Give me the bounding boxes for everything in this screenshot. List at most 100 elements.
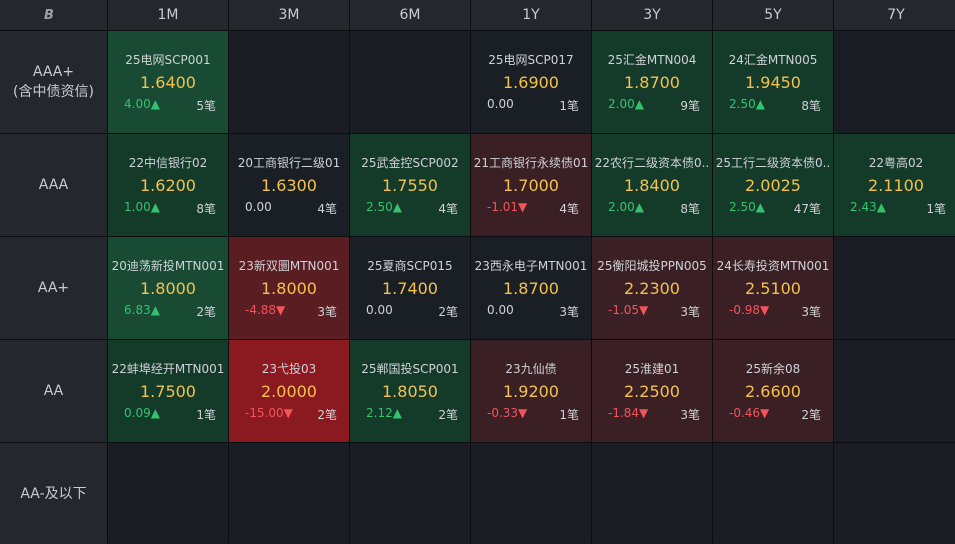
trade-count: 2笔	[438, 305, 458, 319]
trade-count: 8笔	[196, 202, 216, 216]
empty-cell	[834, 31, 955, 133]
bond-cell[interactable]: 25淮建01 2.2500 -1.84▼ 3笔	[592, 340, 712, 442]
bond-cell[interactable]: 25衡阳城投PPN005 2.2300 -1.05▼ 3笔	[592, 237, 712, 339]
bond-cell[interactable]: 24长寿投资MTN001 2.5100 -0.98▼ 3笔	[713, 237, 833, 339]
yield-change: 0.09▲	[124, 406, 160, 420]
bond-cell[interactable]: 22粤高02 2.1100 2.43▲ 1笔	[834, 134, 955, 236]
bond-name: 25衡阳城投PPN005	[597, 259, 707, 273]
bond-name: 22农行二级资本债0..	[594, 156, 710, 170]
trade-count: 2笔	[801, 408, 821, 422]
bond-name: 24长寿投资MTN001	[716, 259, 830, 273]
trade-count: 3笔	[680, 305, 700, 319]
bond-yield: 1.6400	[140, 73, 196, 92]
yield-change: 2.12▲	[366, 406, 402, 420]
bond-yield: 1.8050	[382, 382, 438, 401]
empty-cell	[350, 443, 470, 544]
tenor-header-3y[interactable]: 3Y	[592, 0, 712, 30]
yield-change: -1.84▼	[608, 406, 649, 420]
rating-label-line2: (含中债资信)	[13, 84, 94, 100]
bond-cell[interactable]: 24汇金MTN005 1.9450 2.50▲ 8笔	[713, 31, 833, 133]
yield-change: 4.00▲	[124, 97, 160, 111]
bond-cell[interactable]: 21工商银行永续债01 1.7000 -1.01▼ 4笔	[471, 134, 591, 236]
bond-yield: 1.6900	[503, 73, 559, 92]
bond-cell[interactable]: 23西永电子MTN001 1.8700 0.00 3笔	[471, 237, 591, 339]
bond-name: 22蚌埠经开MTN001	[111, 362, 225, 376]
bond-cell[interactable]: 25电网SCP017 1.6900 0.00 1笔	[471, 31, 591, 133]
bond-yield: 2.0025	[745, 176, 801, 195]
rating-label-line1: AAA+	[32, 64, 75, 80]
bond-cell[interactable]: 25汇金MTN004 1.8700 2.00▲ 9笔	[592, 31, 712, 133]
bond-yield: 2.6600	[745, 382, 801, 401]
bond-cell[interactable]: 22中信银行02 1.6200 1.00▲ 8笔	[108, 134, 228, 236]
bond-cell[interactable]: 22蚌埠经开MTN001 1.7500 0.09▲ 1笔	[108, 340, 228, 442]
bond-name: 23弋投03	[261, 362, 317, 376]
corner-cell: B	[0, 0, 107, 30]
bond-name: 25工行二级资本债0..	[715, 156, 831, 170]
rating-label-line1: AA+	[37, 280, 70, 296]
bond-cell[interactable]: 22农行二级资本债0.. 1.8400 2.00▲ 8笔	[592, 134, 712, 236]
bond-cell[interactable]: 23弋投03 2.0000 -15.00▼ 2笔	[229, 340, 349, 442]
yield-change: -0.46▼	[729, 406, 770, 420]
bond-yield: 1.7550	[382, 176, 438, 195]
bond-yield: 2.1100	[868, 176, 924, 195]
bond-yield: 1.7500	[140, 382, 196, 401]
trade-count: 4笔	[317, 202, 337, 216]
bond-yield: 1.9450	[745, 73, 801, 92]
trade-count: 1笔	[196, 408, 216, 422]
empty-cell	[350, 31, 470, 133]
bond-cell[interactable]: 25郸国投SCP001 1.8050 2.12▲ 2笔	[350, 340, 470, 442]
yield-change: -0.98▼	[729, 303, 770, 317]
empty-cell	[713, 443, 833, 544]
bond-cell[interactable]: 25夏商SCP015 1.7400 0.00 2笔	[350, 237, 470, 339]
bond-name: 21工商银行永续债01	[473, 156, 589, 170]
bond-cell[interactable]: 25工行二级资本债0.. 2.0025 2.50▲ 47笔	[713, 134, 833, 236]
tenor-header-3m[interactable]: 3M	[229, 0, 349, 30]
yield-change: 2.50▲	[366, 200, 402, 214]
yield-change: 2.50▲	[729, 97, 765, 111]
yield-change: 2.00▲	[608, 97, 644, 111]
app-logo-icon: B	[44, 7, 54, 23]
tenor-header-1m[interactable]: 1M	[108, 0, 228, 30]
yield-change: 0.00	[487, 303, 514, 317]
yield-change: -1.05▼	[608, 303, 649, 317]
bond-cell[interactable]: 25电网SCP001 1.6400 4.00▲ 5笔	[108, 31, 228, 133]
bond-cell[interactable]: 23九仙债 1.9200 -0.33▼ 1笔	[471, 340, 591, 442]
trade-count: 8笔	[801, 99, 821, 113]
bond-name: 20迪荡新投MTN001	[111, 259, 225, 273]
trade-count: 3笔	[317, 305, 337, 319]
bond-cell[interactable]: 23新双圜MTN001 1.8000 -4.88▼ 3笔	[229, 237, 349, 339]
yield-change: 0.00	[366, 303, 393, 317]
bond-yield: 1.8000	[261, 279, 317, 298]
bond-name: 25电网SCP001	[125, 53, 211, 67]
yield-change: 2.00▲	[608, 200, 644, 214]
trade-count: 4笔	[438, 202, 458, 216]
trade-count: 3笔	[559, 305, 579, 319]
bond-name: 23西永电子MTN001	[474, 259, 588, 273]
bond-cell[interactable]: 25武金控SCP002 1.7550 2.50▲ 4笔	[350, 134, 470, 236]
trade-count: 47笔	[793, 202, 821, 216]
rating-label-line1: AAA	[38, 177, 69, 193]
trade-count: 9笔	[680, 99, 700, 113]
bond-cell[interactable]: 20工商银行二级01 1.6300 0.00 4笔	[229, 134, 349, 236]
empty-cell	[229, 443, 349, 544]
bond-name: 23九仙债	[505, 362, 557, 376]
trade-count: 5笔	[196, 99, 216, 113]
bond-yield: 1.7000	[503, 176, 559, 195]
bond-name: 25淮建01	[624, 362, 680, 376]
bond-yield: 2.2500	[624, 382, 680, 401]
bond-cell[interactable]: 20迪荡新投MTN001 1.8000 6.83▲ 2笔	[108, 237, 228, 339]
trade-count: 1笔	[559, 99, 579, 113]
trade-count: 1笔	[559, 408, 579, 422]
trade-count: 8笔	[680, 202, 700, 216]
empty-cell	[471, 443, 591, 544]
tenor-header-6m[interactable]: 6M	[350, 0, 470, 30]
bond-name: 25新余08	[745, 362, 801, 376]
rating-label: AA	[0, 340, 107, 442]
tenor-header-5y[interactable]: 5Y	[713, 0, 833, 30]
tenor-header-1y[interactable]: 1Y	[471, 0, 591, 30]
bond-cell[interactable]: 25新余08 2.6600 -0.46▼ 2笔	[713, 340, 833, 442]
tenor-header-7y[interactable]: 7Y	[834, 0, 955, 30]
rating-label-line1: AA-及以下	[20, 485, 87, 502]
empty-cell	[108, 443, 228, 544]
